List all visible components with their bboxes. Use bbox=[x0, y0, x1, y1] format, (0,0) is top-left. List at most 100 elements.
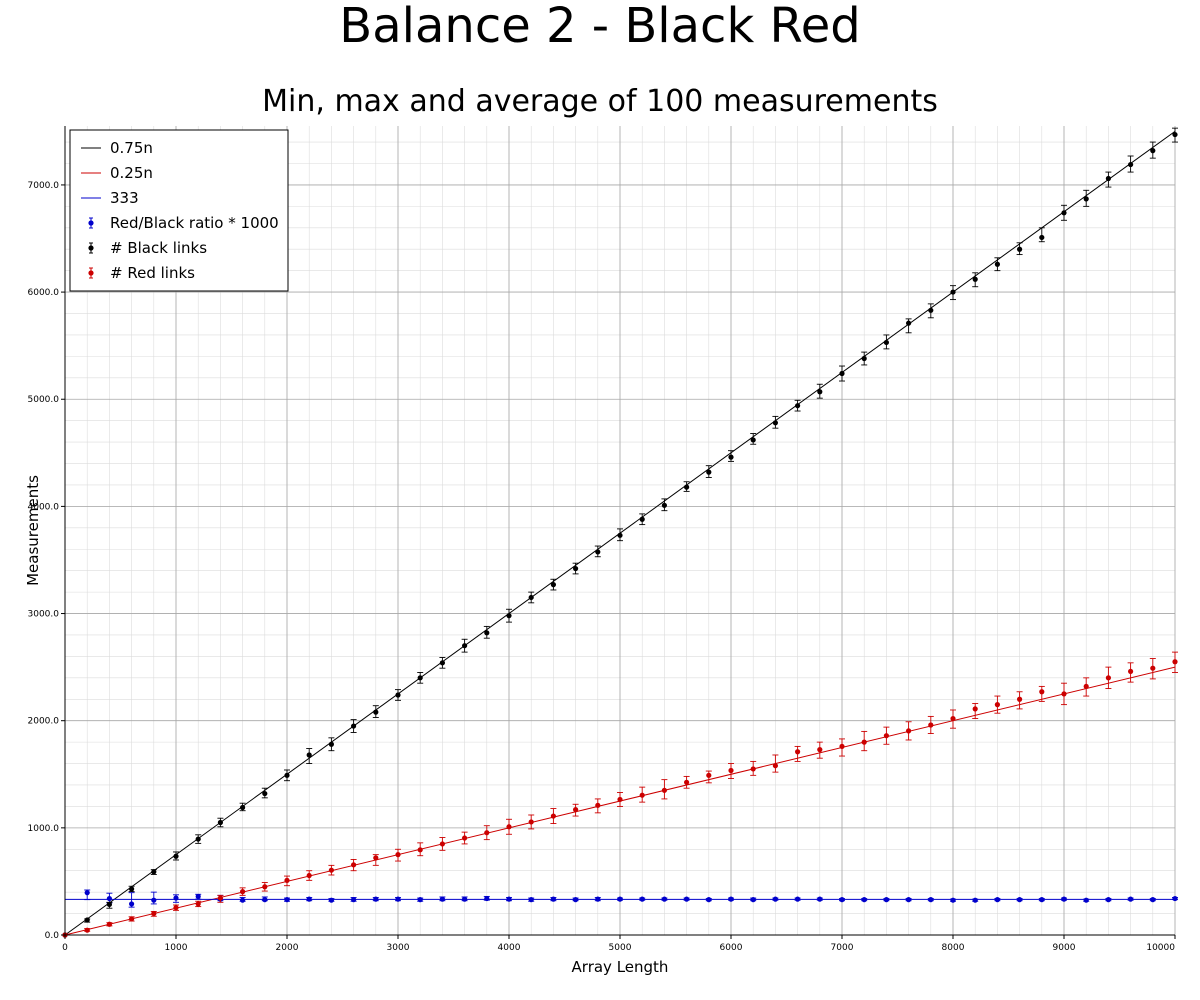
data-point bbox=[195, 901, 201, 907]
legend-entry: Red/Black ratio * 1000 bbox=[88, 214, 279, 232]
data-point bbox=[883, 733, 890, 739]
data-point bbox=[151, 910, 157, 917]
data-point bbox=[1105, 675, 1111, 681]
data-point bbox=[195, 836, 201, 842]
legend-entry: # Red links bbox=[88, 264, 195, 282]
y-tick-label: 6000.0 bbox=[28, 288, 60, 298]
data-point bbox=[1172, 659, 1178, 665]
data-point bbox=[1128, 668, 1134, 675]
data-point bbox=[373, 709, 379, 715]
data-point bbox=[861, 739, 867, 745]
data-point bbox=[573, 897, 579, 903]
data-point bbox=[817, 747, 823, 753]
data-point bbox=[639, 896, 645, 902]
y-tick-label: 2000.0 bbox=[28, 717, 60, 727]
x-tick-label: 3000 bbox=[387, 943, 410, 953]
data-point bbox=[750, 897, 756, 903]
data-point bbox=[550, 896, 557, 902]
y-tick-label: 5000.0 bbox=[28, 395, 60, 405]
legend-label: 333 bbox=[110, 189, 139, 207]
data-point bbox=[173, 853, 179, 859]
data-point bbox=[262, 897, 268, 903]
data-point bbox=[817, 896, 823, 902]
data-point bbox=[950, 715, 956, 722]
data-point bbox=[528, 819, 534, 825]
legend-label: 0.75n bbox=[110, 139, 153, 157]
y-tick-label: 3000.0 bbox=[28, 610, 60, 620]
data-point bbox=[795, 749, 801, 755]
data-point bbox=[1061, 896, 1067, 902]
data-point bbox=[506, 824, 512, 830]
data-point bbox=[151, 897, 157, 903]
data-point bbox=[284, 772, 290, 778]
data-point bbox=[506, 613, 512, 619]
x-tick-label: 4000 bbox=[498, 943, 521, 953]
data-point bbox=[750, 766, 756, 772]
data-point bbox=[173, 895, 179, 901]
data-point bbox=[439, 896, 445, 902]
data-point bbox=[462, 835, 468, 841]
data-point bbox=[639, 792, 645, 798]
data-point bbox=[928, 307, 934, 313]
data-point bbox=[950, 897, 956, 903]
data-point bbox=[373, 855, 379, 861]
x-tick-label: 0 bbox=[62, 943, 68, 953]
data-point bbox=[1172, 895, 1178, 902]
y-tick-label: 0.0 bbox=[45, 931, 60, 941]
legend: 0.75n 0.25n 333 Red/Black ratio * 1000 # Bla… bbox=[69, 129, 289, 292]
data-point bbox=[617, 532, 623, 538]
data-point bbox=[639, 516, 645, 522]
data-point bbox=[417, 847, 423, 853]
data-point bbox=[972, 706, 978, 712]
data-point bbox=[550, 813, 557, 819]
data-point bbox=[595, 896, 601, 902]
chart-title: Balance 2 - Black Red bbox=[339, 0, 861, 54]
x-tick-label: 7000 bbox=[831, 943, 854, 953]
data-point bbox=[351, 862, 357, 868]
legend-label: # Black links bbox=[110, 239, 207, 257]
data-point bbox=[484, 895, 490, 902]
y-axis-label: Measurements bbox=[24, 475, 42, 586]
data-point bbox=[728, 454, 734, 460]
data-point bbox=[795, 403, 801, 409]
data-point bbox=[1150, 665, 1156, 671]
data-point bbox=[262, 884, 268, 890]
data-point bbox=[129, 916, 135, 922]
y-tick-label: 1000.0 bbox=[28, 824, 60, 834]
data-point bbox=[528, 897, 534, 903]
data-point bbox=[129, 901, 135, 907]
data-point bbox=[1105, 897, 1111, 903]
data-point bbox=[306, 872, 312, 879]
data-point bbox=[1083, 683, 1089, 690]
data-point bbox=[839, 743, 845, 750]
data-point bbox=[506, 896, 512, 902]
data-point bbox=[772, 420, 779, 426]
x-tick-label: 10000 bbox=[1146, 943, 1175, 953]
data-point bbox=[706, 469, 712, 475]
data-point bbox=[617, 896, 623, 902]
chart-subtitle: Min, max and average of 100 measurements bbox=[262, 84, 938, 119]
data-point bbox=[839, 370, 845, 377]
data-point bbox=[1017, 246, 1023, 252]
data-point bbox=[906, 728, 912, 734]
data-point bbox=[994, 261, 1001, 267]
legend-label: # Red links bbox=[110, 264, 195, 282]
data-point bbox=[1061, 210, 1067, 216]
data-point bbox=[151, 869, 157, 875]
data-point bbox=[84, 917, 90, 923]
legend-point-swatch bbox=[88, 245, 94, 251]
data-point bbox=[684, 484, 690, 490]
data-point bbox=[839, 897, 845, 903]
data-point bbox=[861, 897, 867, 903]
legend-entry: 333 bbox=[81, 189, 139, 207]
data-point bbox=[661, 502, 668, 508]
data-point bbox=[439, 841, 445, 847]
data-point bbox=[706, 772, 712, 778]
data-point bbox=[661, 787, 668, 793]
data-point bbox=[661, 896, 668, 902]
data-point bbox=[462, 896, 468, 902]
data-point bbox=[1128, 161, 1134, 168]
data-point bbox=[1039, 897, 1045, 903]
data-point bbox=[217, 819, 223, 826]
